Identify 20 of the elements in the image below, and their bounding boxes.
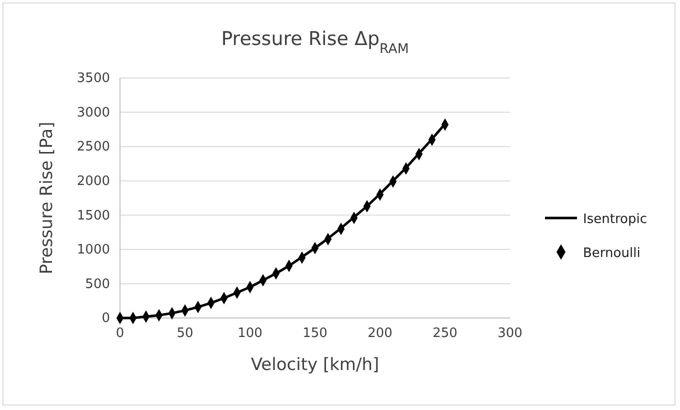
x-tick-label: 0 xyxy=(116,326,124,342)
x-tick-label: 300 xyxy=(498,326,522,342)
y-tick-label: 500 xyxy=(85,276,110,292)
y-tick-label: 3500 xyxy=(76,71,110,86)
y-tick-label: 3000 xyxy=(76,105,110,120)
x-tick-label: 100 xyxy=(238,326,262,342)
legend-label: Bernoulli xyxy=(583,246,640,261)
y-tick-label: 2500 xyxy=(76,140,110,155)
x-tick-label: 250 xyxy=(432,326,458,342)
y-tick-label: 1500 xyxy=(76,208,110,224)
x-axis-title: Velocity [km/h] xyxy=(250,355,380,375)
x-tick-label: 150 xyxy=(302,326,328,342)
chart-title: Pressure Rise Δp$_{RAM}$ xyxy=(221,28,409,56)
y-axis-title: Pressure Rise [Pa] xyxy=(37,122,57,274)
x-tick-label: 50 xyxy=(176,326,194,342)
legend-label: Isentropic xyxy=(583,212,647,227)
y-tick-label: 0 xyxy=(102,311,110,326)
x-tick-label: 200 xyxy=(368,326,392,342)
y-tick-label: 1000 xyxy=(76,242,110,258)
y-tick-label: 2000 xyxy=(76,174,110,190)
